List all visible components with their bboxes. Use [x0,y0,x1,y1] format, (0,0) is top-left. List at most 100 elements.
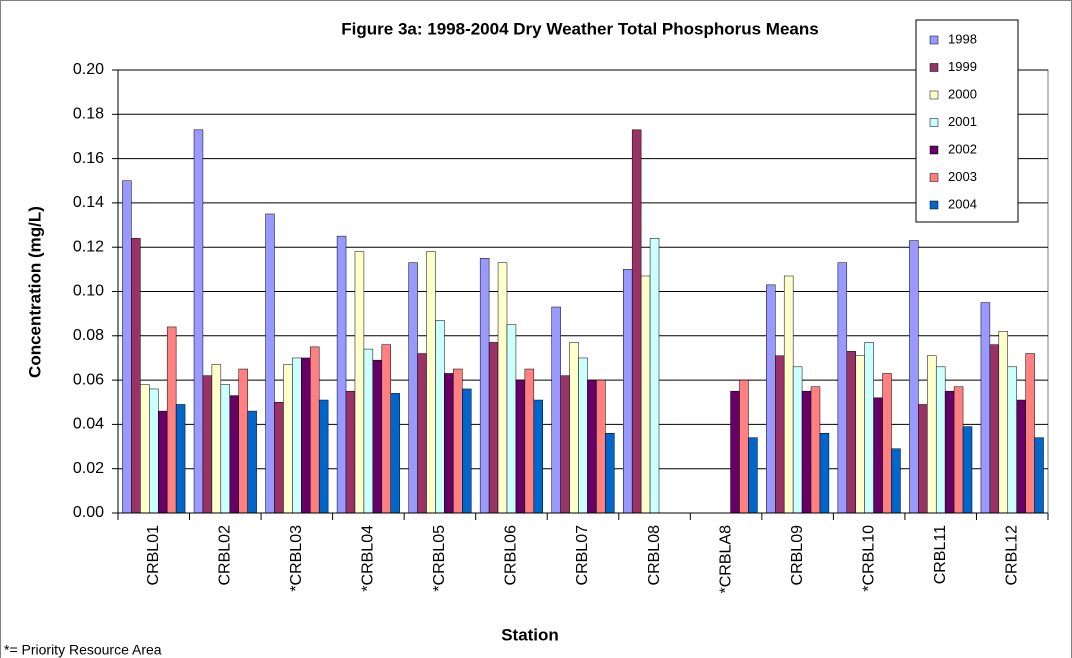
bar [533,399,544,514]
bar [310,346,320,514]
bar [417,353,427,514]
bar [739,379,749,514]
bar [587,379,597,514]
bar [935,366,946,514]
bar [301,357,311,514]
legend-label: 2002 [948,141,977,156]
legend-swatch [929,63,939,72]
x-tick-label: CRBL08 [646,525,663,586]
bar [175,404,186,514]
footnote: *= Priority Resource Area [4,642,162,658]
bar [372,359,383,514]
bar [202,375,213,514]
bar [229,395,239,514]
legend-swatch [929,90,939,100]
bar [283,364,293,514]
bar [918,404,928,514]
bar [363,348,374,514]
bar [846,351,856,514]
x-axis-label: Station [501,625,559,644]
bar [927,355,937,514]
bar [649,238,660,514]
bar [766,284,776,514]
bar [122,180,132,514]
bar [166,326,177,514]
bar [882,373,892,514]
legend-label: 1999 [948,59,977,74]
bar [605,433,615,514]
legend-label: 2004 [948,196,977,211]
bar [819,433,830,514]
x-tick-label: CRBL11 [932,525,949,584]
y-tick-label: 0.00 [73,504,104,521]
bar [837,262,848,514]
bar [944,390,955,514]
x-tick-label: CRBL07 [574,525,591,586]
bar [462,388,472,514]
bar [989,344,1000,514]
x-tick-label: *CRBLA8 [717,525,734,594]
y-axis-label: Concentration (mg/L) [25,206,44,378]
bar [444,373,454,514]
y-tick-label: 0.06 [73,371,104,388]
bar [953,386,964,514]
chart-title: Figure 3a: 1998-2004 Dry Weather Total P… [341,19,818,38]
legend-label: 1998 [948,31,977,46]
legend-swatch [929,118,939,127]
bar [149,388,159,514]
y-tick-label: 0.10 [73,283,104,300]
x-tick-label: CRBL02 [217,525,234,586]
bar [336,235,347,514]
bar [453,368,463,514]
bar [551,306,561,514]
bar [891,448,901,514]
legend-swatch [929,200,939,210]
bar [748,437,758,514]
bar [792,366,803,514]
bar [810,386,821,514]
y-tick-label: 0.08 [73,327,104,344]
bar [220,384,231,514]
bar [497,262,508,514]
bar [140,384,150,514]
legend-label: 2003 [948,169,977,184]
y-tick-label: 0.12 [73,238,104,255]
legend-swatch [929,173,939,182]
bar [408,262,418,514]
legend-label: 2000 [948,86,977,101]
bar [730,390,740,514]
bar [479,258,490,514]
x-tick-label: CRBL12 [1003,525,1020,586]
bar [247,410,257,514]
bar [1034,437,1044,514]
bar [631,129,642,514]
x-tick-label: CRBL01 [145,525,162,586]
y-tick-label: 0.20 [73,61,104,78]
bar [569,342,579,514]
bar [381,344,391,514]
x-tick-label: *CRBL03 [288,525,305,592]
bar [775,355,785,514]
bar [801,390,812,514]
bar [909,240,919,514]
bar [390,393,400,514]
bar [506,324,517,514]
y-tick-label: 0.16 [73,150,104,167]
bar [578,357,588,514]
bar [211,364,222,514]
bar [354,251,365,514]
bar [864,342,874,514]
x-tick-label: CRBL06 [503,525,520,586]
bar [345,390,356,514]
bar [157,410,168,514]
bar [292,357,302,514]
y-tick-label: 0.18 [73,106,104,123]
bar [855,355,865,514]
y-tick-label: 0.14 [73,194,104,211]
x-tick-label: *CRBL10 [860,525,877,592]
bar [426,251,436,514]
bar [238,368,248,514]
bar [1025,353,1035,514]
bar [783,275,794,514]
